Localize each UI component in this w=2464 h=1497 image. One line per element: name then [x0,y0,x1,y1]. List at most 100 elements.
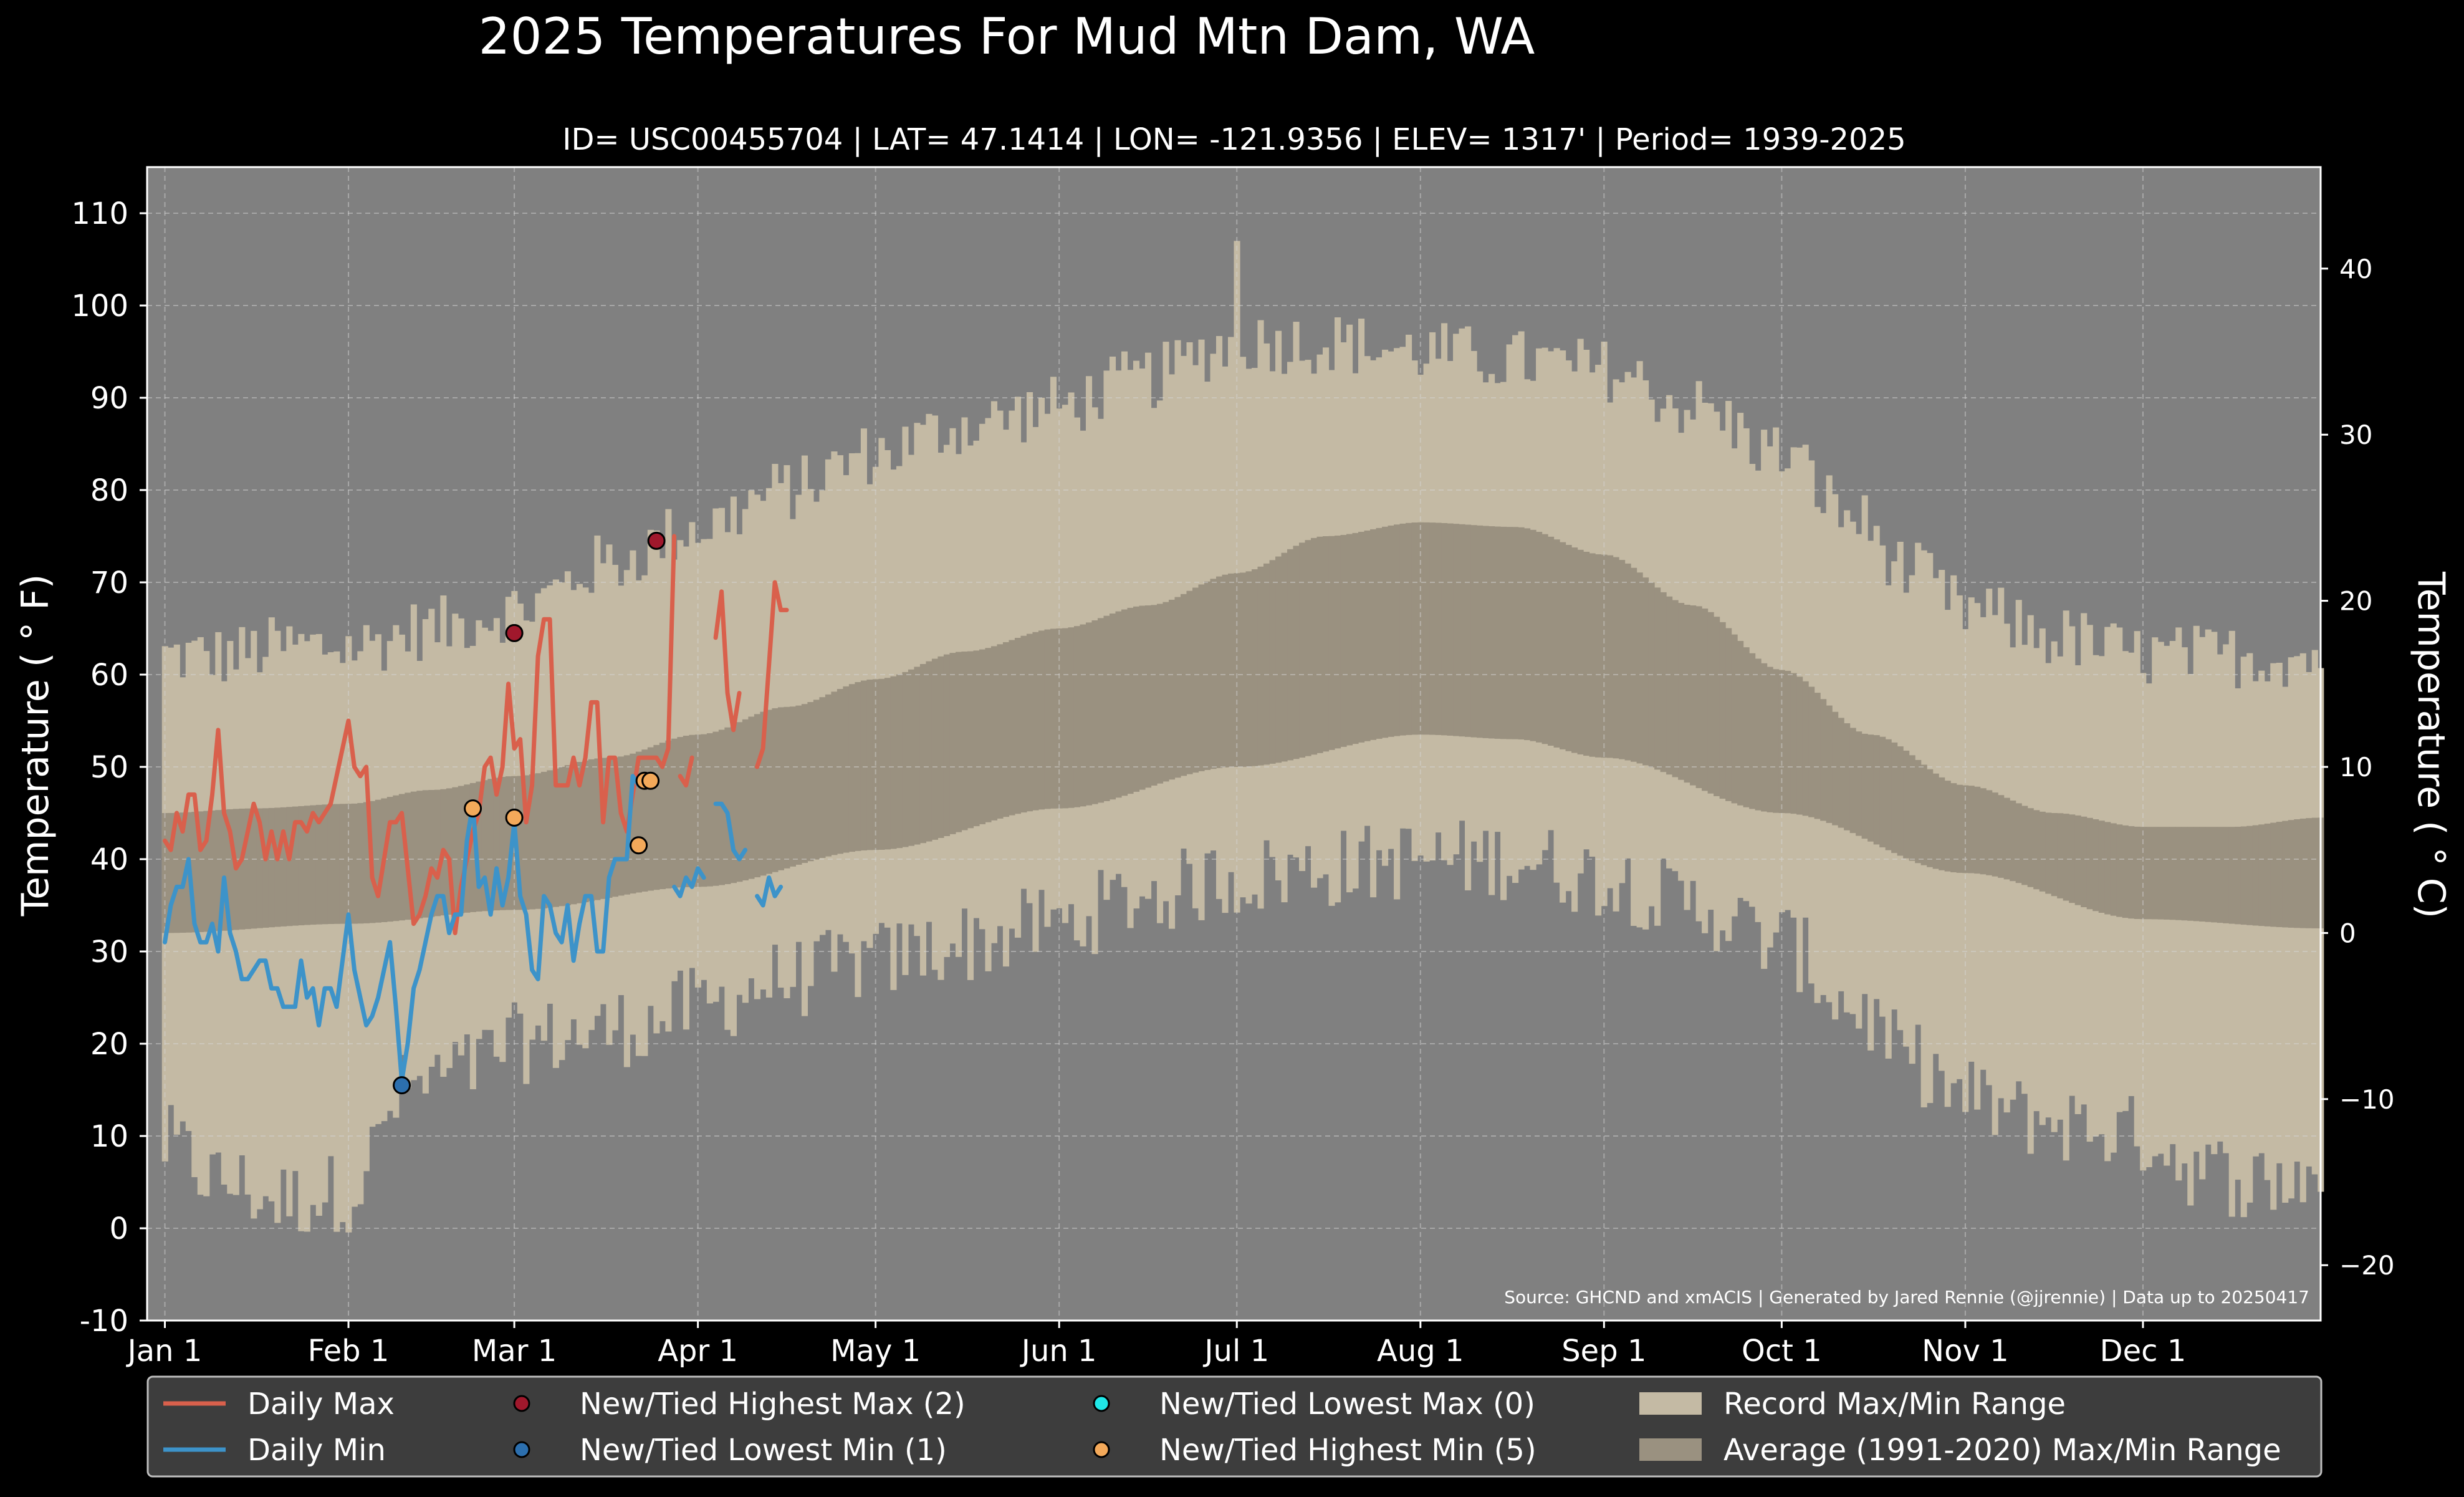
legend-box-swatch [1639,1438,1702,1461]
source-note: Source: GHCND and xmACIS | Generated by … [1504,1287,2309,1307]
average-range-bar [1731,634,1738,804]
average-range-bar [1932,773,1939,869]
average-range-bar [1014,638,1022,814]
average-range-bar [1725,628,1732,801]
legend-label: New/Tied Highest Min (5) [1159,1433,1536,1468]
record-marker-highest-min [641,771,660,790]
average-range-bar [1370,529,1377,740]
average-range-bar [1186,590,1193,774]
average-range-bar [274,807,281,927]
average-range-bar [558,767,565,907]
average-range-bar [333,804,340,924]
average-range-bar [540,771,547,908]
average-range-bar [1192,587,1199,773]
average-range-bar [807,702,814,862]
average-range-bar [2164,827,2170,920]
record-range-bar [772,464,779,945]
average-range-bar [1275,556,1282,763]
average-range-bar [2240,826,2247,925]
average-range-bar [239,808,246,930]
average-range-bar [1767,667,1773,812]
average-range-bar [481,780,488,912]
average-range-bar [197,811,204,932]
average-range-bar [1560,542,1566,749]
average-range-bar [2276,822,2283,927]
average-range-bar [1323,536,1330,752]
average-range-bar [469,782,476,912]
average-range-bar [1707,612,1714,794]
average-range-bar [1417,522,1424,735]
average-range-bar [2217,827,2223,923]
record-range-bar [304,641,310,1232]
average-range-bar [1737,640,1744,806]
average-range-bar [990,646,998,821]
average-range-bar [2288,820,2294,928]
record-range-bar [2282,686,2289,1203]
record-range-bar [232,669,239,1195]
average-range-bar [292,806,299,926]
average-range-bar [784,706,790,869]
record-range-bar [2235,688,2241,1180]
average-range-bar [1849,728,1856,834]
y-right-tick-label: 30 [2339,420,2372,450]
average-range-bar [1903,750,1910,859]
average-range-bar [1097,618,1105,803]
average-range-bar [926,661,932,842]
y-axis-label-left: Temperature ( ° F) [14,574,57,917]
average-range-bar [2294,819,2301,928]
average-range-bar [1992,792,1998,877]
average-range-bar [1530,529,1536,741]
average-range-bar [386,797,393,922]
average-range-bar [2051,813,2058,897]
average-range-bar [2187,827,2194,921]
average-range-bar [1399,523,1406,736]
average-range-bar [1002,642,1010,817]
average-range-bar [523,775,530,910]
average-range-bar [588,759,595,902]
average-range-bar [1459,524,1465,737]
average-range-bar [2199,827,2206,922]
average-range-bar [1494,526,1501,739]
average-range-bar [1778,670,1785,813]
average-range-bar [2282,821,2289,928]
average-range-bar [801,704,808,864]
average-range-bar [315,804,322,925]
average-range-bar [1553,539,1560,748]
average-range-bar [1962,785,1969,874]
average-range-bar [1986,790,1993,875]
average-range-bar [1719,622,1726,799]
record-range-bar [2270,663,2277,1210]
average-range-bar [1773,669,1780,813]
average-range-bar [855,682,861,851]
average-range-bar [1826,705,1833,823]
average-range-bar [1234,573,1240,767]
average-range-bar [1009,640,1015,816]
average-range-bar [1607,555,1614,758]
y-tick-label: 30 [90,935,128,970]
average-range-bar [1180,594,1187,776]
average-range-bar [606,758,613,898]
y-tick-label: -10 [80,1304,128,1339]
average-range-bar [1832,711,1839,826]
average-range-bar [878,678,885,850]
average-range-bar [1518,527,1525,739]
average-range-bar [1672,600,1679,777]
average-range-bar [221,809,228,931]
average-range-bar [2063,814,2069,901]
average-range-bar [1844,723,1851,830]
average-range-bar [2134,826,2140,919]
average-range-bar [2057,813,2064,898]
average-range-bar [1091,620,1098,804]
legend-label: New/Tied Highest Max (2) [580,1387,966,1422]
average-range-bar [1423,522,1430,735]
record-marker-highest-min [630,836,648,855]
average-range-bar [446,788,453,915]
x-tick-label: Apr 1 [658,1334,738,1369]
average-range-bar [215,810,222,931]
average-range-bar [2021,806,2028,885]
average-range-bar [630,753,636,894]
average-range-bar [1861,733,1868,839]
average-range-bar [1589,553,1596,757]
average-range-bar [1654,587,1661,770]
average-range-bar [724,727,731,885]
